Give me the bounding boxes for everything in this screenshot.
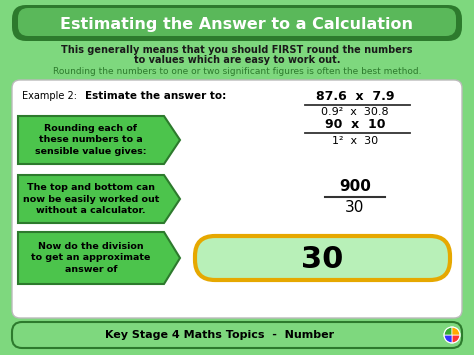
FancyBboxPatch shape <box>18 8 456 36</box>
Text: Now do the division
to get an approximate
answer of: Now do the division to get an approximat… <box>31 242 151 274</box>
FancyBboxPatch shape <box>12 5 462 41</box>
FancyBboxPatch shape <box>195 236 450 280</box>
Wedge shape <box>444 335 452 343</box>
Text: Rounding the numbers to one or two significant figures is often the best method.: Rounding the numbers to one or two signi… <box>53 66 421 76</box>
Text: 1²  x  30: 1² x 30 <box>332 136 378 146</box>
Wedge shape <box>452 327 460 335</box>
FancyBboxPatch shape <box>12 80 462 318</box>
Polygon shape <box>18 232 180 284</box>
Text: The top and bottom can
now be easily worked out
without a calculator.: The top and bottom can now be easily wor… <box>23 183 159 215</box>
Text: Rounding each of
these numbers to a
sensible value gives:: Rounding each of these numbers to a sens… <box>35 124 147 156</box>
Text: 30: 30 <box>301 245 343 273</box>
Polygon shape <box>18 116 180 164</box>
Text: Estimating the Answer to a Calculation: Estimating the Answer to a Calculation <box>61 16 413 32</box>
Text: 900: 900 <box>339 179 371 194</box>
Text: 0.9²  x  30.8: 0.9² x 30.8 <box>321 107 389 117</box>
Text: 87.6  x  7.9: 87.6 x 7.9 <box>316 90 394 103</box>
Text: Example 2:: Example 2: <box>22 91 77 101</box>
Text: This generally means that you should FIRST round the numbers: This generally means that you should FIR… <box>61 45 413 55</box>
Text: to values which are easy to work out.: to values which are easy to work out. <box>134 55 340 65</box>
Text: Key Stage 4 Maths Topics  -  Number: Key Stage 4 Maths Topics - Number <box>105 330 335 340</box>
FancyBboxPatch shape <box>12 322 462 348</box>
Wedge shape <box>444 327 452 335</box>
Text: Estimate the answer to:: Estimate the answer to: <box>85 91 226 101</box>
Text: 90  x  10: 90 x 10 <box>325 118 385 131</box>
Text: 30: 30 <box>346 200 365 215</box>
Polygon shape <box>18 175 180 223</box>
Wedge shape <box>452 335 460 343</box>
